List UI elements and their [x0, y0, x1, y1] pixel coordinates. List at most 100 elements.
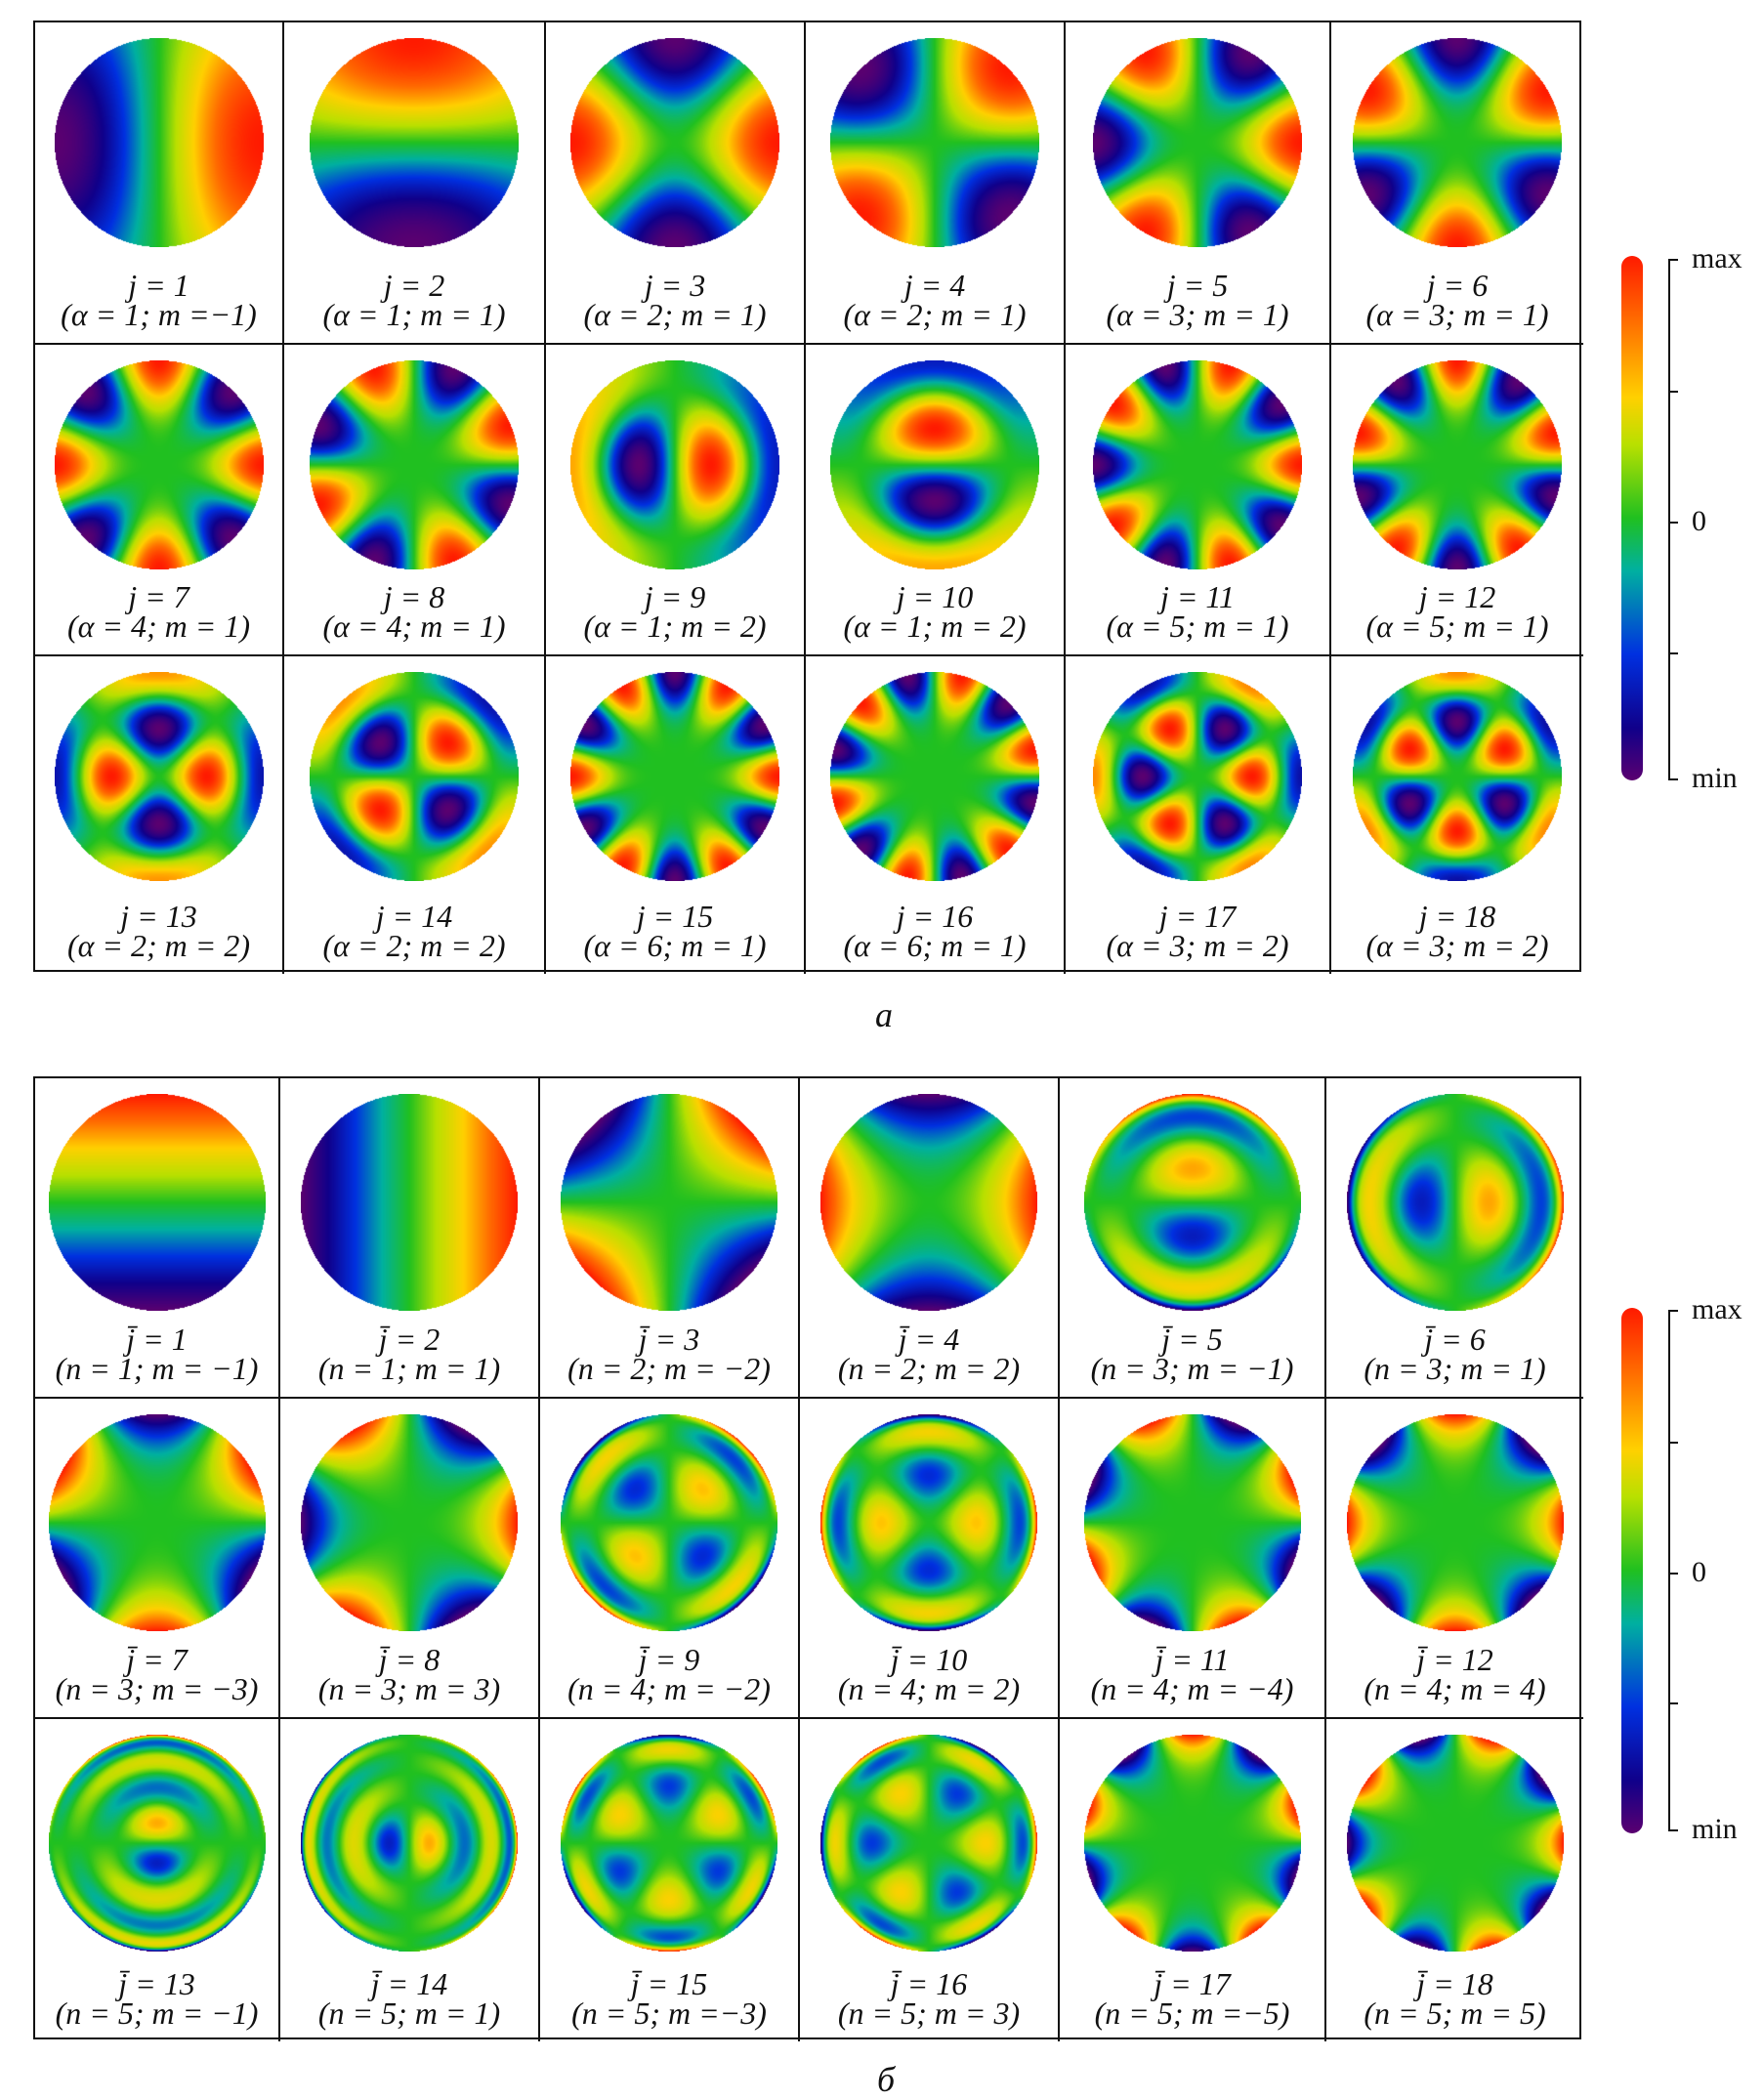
mode-cell: j̄ = 13 (n = 5; m = −1): [35, 1719, 280, 2041]
mode-index: j̄ = 17: [1154, 1966, 1231, 2001]
mode-label: j = 18 (α = 3; m = 2): [1331, 899, 1583, 961]
mode-pattern-disk: [1093, 672, 1302, 881]
mode-grid-a: j = 1 (α = 1; m =−1) j = 2 (α = 1; m = 1) j …: [33, 21, 1583, 974]
mode-label: j = 12 (α = 5; m = 1): [1331, 581, 1583, 642]
mode-params: (α = 3; m = 1): [1106, 297, 1289, 332]
colorbar-a: [1621, 256, 1643, 780]
mode-label: j̄ = 5 (n = 3; m = −1): [1060, 1322, 1324, 1384]
mode-index: j = 14: [375, 899, 453, 934]
mode-label: j = 14 (α = 2; m = 2): [284, 899, 544, 963]
mode-params: (α = 1; m = 1): [322, 297, 506, 332]
mode-cell: j = 2 (α = 1; m = 1): [284, 22, 546, 345]
mode-params: (α = 2; m = 2): [322, 928, 506, 963]
tick: [1668, 1829, 1678, 1831]
mode-pattern-disk: [820, 1094, 1037, 1311]
mode-cell: j = 10 (α = 1; m = 2): [806, 345, 1066, 656]
colorbar-b: [1621, 1308, 1643, 1833]
mode-pattern-disk: [301, 1094, 518, 1311]
mode-cell: j = 18 (α = 3; m = 2): [1331, 656, 1583, 974]
mode-index: j̄ = 5: [1161, 1322, 1223, 1357]
mode-cell: j = 12 (α = 5; m = 1): [1331, 345, 1583, 656]
mode-index: j = 7: [128, 579, 189, 614]
mode-cell: j̄ = 10 (n = 4; m = 2): [800, 1399, 1060, 1719]
colorbar-max-label: max: [1692, 242, 1742, 274]
tick: [1668, 1442, 1678, 1444]
caption-a: а: [875, 995, 893, 1034]
mode-pattern-disk: [561, 1094, 777, 1311]
mode-index: j̄ = 12: [1416, 1642, 1493, 1677]
mode-pattern-disk: [830, 38, 1039, 247]
tick: [1668, 1702, 1678, 1704]
mode-pattern-disk: [1353, 38, 1562, 247]
mode-params: (n = 5; m = 1): [317, 1995, 501, 2031]
mode-index: j = 18: [1418, 899, 1496, 934]
mode-index: j = 5: [1166, 268, 1229, 303]
mode-label: j = 10 (α = 1; m = 2): [806, 581, 1064, 642]
mode-cell: j = 14 (α = 2; m = 2): [284, 656, 546, 974]
mode-label: j̄ = 9 (n = 4; m = −2): [540, 1644, 798, 1706]
mode-label: j = 8 (α = 4; m = 1): [284, 581, 544, 644]
mode-pattern-disk: [54, 360, 264, 569]
mode-index: j̄ = 14: [370, 1966, 448, 2001]
mode-params: (α = 4; m = 1): [322, 609, 506, 644]
mode-index: j = 9: [644, 579, 706, 614]
mode-index: j = 17: [1158, 899, 1237, 934]
mode-label: j̄ = 6 (n = 3; m = 1): [1326, 1322, 1583, 1384]
mode-label: j̄ = 1 (n = 1; m = −1): [35, 1322, 278, 1384]
mode-cell: j̄ = 2 (n = 1; m = 1): [280, 1078, 540, 1399]
mode-label: j = 4 (α = 2; m = 1): [806, 270, 1064, 332]
mode-label: j̄ = 8 (n = 3; m = 3): [280, 1642, 538, 1704]
mode-pattern-disk: [1353, 672, 1562, 881]
mode-index: j̄ = 1: [126, 1322, 188, 1357]
mode-pattern-disk: [48, 1094, 266, 1311]
mode-index: j = 13: [120, 899, 197, 934]
mode-cell: j = 7 (α = 4; m = 1): [35, 345, 284, 656]
mode-params: (α = 2; m = 2): [66, 928, 251, 963]
mode-cell: j = 17 (α = 3; m = 2): [1066, 656, 1331, 974]
mode-pattern-disk: [561, 1735, 777, 1952]
mode-cell: j̄ = 11 (n = 4; m = −4): [1060, 1399, 1326, 1719]
mode-index: j̄ = 6: [1424, 1322, 1486, 1357]
mode-index: j = 1: [128, 268, 189, 303]
mode-params: (n = 4; m = −2): [567, 1671, 771, 1706]
mode-pattern-disk: [1353, 360, 1562, 569]
mode-index: j̄ = 15: [630, 1966, 708, 2001]
mode-cell: j = 16 (α = 6; m = 1): [806, 656, 1066, 974]
mode-label: j̄ = 16 (n = 5; m = 3): [800, 1968, 1058, 2029]
mode-index: j = 2: [383, 268, 445, 303]
mode-params: (α = 2; m = 1): [583, 297, 767, 332]
mode-pattern-disk: [1083, 1094, 1301, 1311]
mode-pattern-disk: [301, 1735, 518, 1952]
mode-params: (n = 4; m = 4): [1364, 1671, 1546, 1706]
caption-b: б: [877, 2060, 896, 2099]
mode-params: (n = 5; m =−3): [571, 1995, 767, 2031]
mode-index: j̄ = 10: [890, 1642, 968, 1677]
mode-label: j̄ = 7 (n = 3; m = −3): [35, 1642, 278, 1706]
colorbar-max-label: max: [1692, 1293, 1742, 1325]
tick: [1668, 1573, 1678, 1575]
mode-label: j̄ = 12 (n = 4; m = 4): [1326, 1642, 1583, 1706]
mode-params: (n = 1; m = 1): [317, 1351, 501, 1386]
mode-index: j̄ = 4: [898, 1322, 960, 1357]
mode-index: j̄ = 7: [126, 1642, 188, 1677]
mode-index: j̄ = 8: [378, 1642, 441, 1677]
mode-pattern-disk: [830, 360, 1039, 569]
mode-label: j̄ = 17 (n = 5; m =−5): [1060, 1966, 1324, 2029]
mode-label: j̄ = 2 (n = 1; m = 1): [280, 1323, 538, 1386]
mode-pattern-disk: [830, 672, 1039, 881]
mode-index: j = 11: [1159, 579, 1236, 614]
mode-label: j = 6 (α = 3; m = 1): [1331, 270, 1583, 330]
mode-cell: j = 13 (α = 2; m = 2): [35, 656, 284, 974]
mode-params: (n = 3; m = −3): [55, 1671, 259, 1706]
mode-params: (α = 2; m = 1): [843, 297, 1027, 332]
mode-params: (α = 6; m = 1): [583, 928, 767, 963]
tick: [1668, 778, 1678, 780]
mode-params: (α = 6; m = 1): [843, 928, 1027, 963]
mode-pattern-disk: [1083, 1414, 1301, 1631]
mode-cell: j = 5 (α = 3; m = 1): [1066, 22, 1331, 345]
mode-label: j = 7 (α = 4; m = 1): [35, 579, 282, 642]
mode-label: j = 11 (α = 5; m = 1): [1066, 579, 1329, 642]
colorbar-min-label: min: [1692, 762, 1738, 794]
mode-label: j = 2 (α = 1; m = 1): [284, 268, 544, 332]
mode-label: j = 5 (α = 3; m = 1): [1066, 268, 1329, 332]
